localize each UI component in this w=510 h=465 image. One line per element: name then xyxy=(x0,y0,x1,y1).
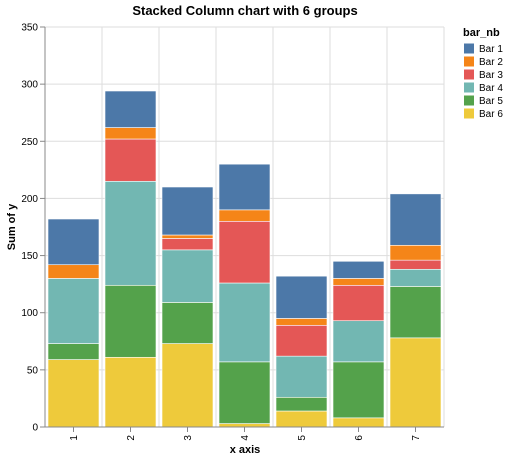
bar-segment[interactable] xyxy=(218,220,271,284)
legend-swatch xyxy=(464,69,474,80)
bar-segment[interactable] xyxy=(389,286,442,339)
x-tick-label: 6 xyxy=(354,435,365,441)
bars xyxy=(47,90,442,428)
x-axis-title: x axis xyxy=(230,444,261,456)
bar-segment[interactable] xyxy=(332,320,385,363)
legend-label: Bar 1 xyxy=(479,44,503,55)
bar-segment[interactable] xyxy=(104,90,157,128)
bar-segment[interactable] xyxy=(275,396,328,412)
bar-segment[interactable] xyxy=(332,284,385,322)
legend-label: Bar 4 xyxy=(479,83,503,94)
x-tick-label: 4 xyxy=(240,435,251,441)
bar-segment[interactable] xyxy=(389,193,442,246)
bar-segment[interactable] xyxy=(275,355,328,398)
x-tick-label: 3 xyxy=(183,435,194,441)
bar-segment[interactable] xyxy=(218,361,271,424)
y-tick-label: 100 xyxy=(21,308,38,319)
bar-segment[interactable] xyxy=(47,359,100,428)
bar-segment[interactable] xyxy=(218,282,271,363)
bar-segment[interactable] xyxy=(161,238,214,251)
bar-segment[interactable] xyxy=(389,268,442,287)
legend-label: Bar 2 xyxy=(479,57,503,68)
bar-segment[interactable] xyxy=(275,275,328,319)
bar-segment[interactable] xyxy=(47,264,100,279)
bar-segment[interactable] xyxy=(104,138,157,182)
bar-segment[interactable] xyxy=(389,244,442,261)
y-tick-label: 350 xyxy=(21,23,38,34)
bar-segment[interactable] xyxy=(161,343,214,428)
x-tick-label: 1 xyxy=(69,435,80,441)
y-tick-label: 200 xyxy=(21,194,38,205)
legend-swatch xyxy=(464,82,474,93)
bar-segment[interactable] xyxy=(389,259,442,270)
y-tick-label: 150 xyxy=(21,251,38,262)
chart-title: Stacked Column chart with 6 groups xyxy=(132,3,357,18)
bar-segment[interactable] xyxy=(275,324,328,357)
x-tick-label: 5 xyxy=(297,435,308,441)
bar-segment[interactable] xyxy=(389,337,442,428)
bar-segment[interactable] xyxy=(218,163,271,211)
y-tick-label: 50 xyxy=(27,365,39,376)
bar-segment[interactable] xyxy=(275,318,328,326)
legend-label: Bar 5 xyxy=(479,96,503,107)
legend-label: Bar 6 xyxy=(479,109,503,120)
y-tick-label: 0 xyxy=(32,423,38,434)
bar-segment[interactable] xyxy=(275,410,328,428)
legend-label: Bar 3 xyxy=(479,70,503,81)
y-axis-title: Sum of y xyxy=(6,203,18,250)
bar-segment[interactable] xyxy=(218,209,271,222)
legend-swatch xyxy=(464,56,474,67)
bar-segment[interactable] xyxy=(161,186,214,236)
bar-segment[interactable] xyxy=(161,234,214,239)
y-tick-label: 250 xyxy=(21,137,38,148)
bar-segment[interactable] xyxy=(104,180,157,286)
bar-segment[interactable] xyxy=(218,423,271,428)
x-tick-label: 2 xyxy=(126,435,137,441)
y-tick-label: 300 xyxy=(21,80,38,91)
bar-segment[interactable] xyxy=(332,361,385,419)
legend-swatch xyxy=(464,95,474,106)
bar-segment[interactable] xyxy=(47,343,100,360)
bar-segment[interactable] xyxy=(332,260,385,279)
legend-swatch xyxy=(464,43,474,54)
bar-segment[interactable] xyxy=(332,278,385,286)
legend: bar_nb Bar 1 Bar 2 Bar 3 Bar 4 Bar 5 Bar 6 xyxy=(463,27,503,120)
bar-segment[interactable] xyxy=(161,302,214,344)
x-tick-label: 7 xyxy=(411,435,422,441)
bar-segment[interactable] xyxy=(47,278,100,344)
bar-segment[interactable] xyxy=(104,284,157,358)
bar-segment[interactable] xyxy=(161,249,214,303)
axes: 0 50 100 150 200 250 300 350 1 2 3 4 5 6 7 xyxy=(21,23,444,441)
bar-segment[interactable] xyxy=(104,356,157,428)
bar-segment[interactable] xyxy=(104,127,157,140)
legend-title: bar_nb xyxy=(463,27,500,39)
legend-swatch xyxy=(464,108,474,119)
bar-segment[interactable] xyxy=(47,218,100,266)
bar-segment[interactable] xyxy=(332,417,385,428)
